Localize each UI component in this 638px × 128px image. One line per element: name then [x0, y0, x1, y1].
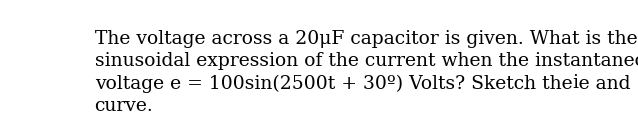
Text: sinusoidal expression of the current when the instantaneous: sinusoidal expression of the current whe… — [94, 52, 638, 70]
Text: voltage e = 100sin(2500t + 30º) Volts? Sketch the e and: voltage e = 100sin(2500t + 30º) Volts? S… — [94, 74, 636, 93]
Text: i: i — [573, 74, 579, 93]
Text: The voltage across a 20μF capacitor is given. What is the: The voltage across a 20μF capacitor is g… — [94, 30, 637, 48]
Text: curve.: curve. — [94, 97, 153, 115]
